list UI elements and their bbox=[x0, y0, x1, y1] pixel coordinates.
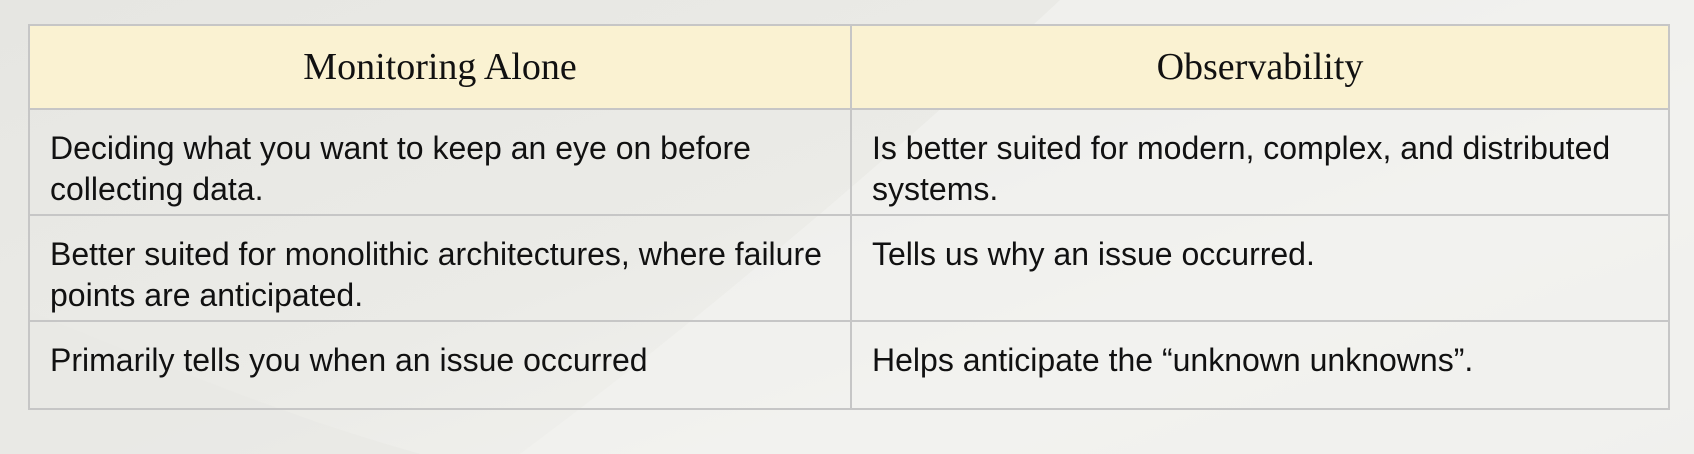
column-header-observability: Observability bbox=[850, 24, 1670, 110]
column-header-monitoring: Monitoring Alone bbox=[28, 24, 852, 110]
table-header-row: Monitoring Alone Observability bbox=[28, 24, 1670, 110]
monitoring-cell: Deciding what you want to keep an eye on… bbox=[28, 108, 852, 216]
observability-cell: Tells us why an issue occurred. bbox=[850, 214, 1670, 322]
table-row: Better suited for monolithic architectur… bbox=[28, 214, 1670, 322]
observability-cell: Helps anticipate the “unknown unknowns”. bbox=[850, 320, 1670, 410]
table-row: Primarily tells you when an issue occurr… bbox=[28, 320, 1670, 410]
observability-cell: Is better suited for modern, complex, an… bbox=[850, 108, 1670, 216]
comparison-table-container: Monitoring Alone Observability Deciding … bbox=[28, 24, 1670, 410]
monitoring-cell: Primarily tells you when an issue occurr… bbox=[28, 320, 852, 410]
comparison-table: Monitoring Alone Observability Deciding … bbox=[28, 24, 1670, 410]
monitoring-cell: Better suited for monolithic architectur… bbox=[28, 214, 852, 322]
table-row: Deciding what you want to keep an eye on… bbox=[28, 108, 1670, 216]
